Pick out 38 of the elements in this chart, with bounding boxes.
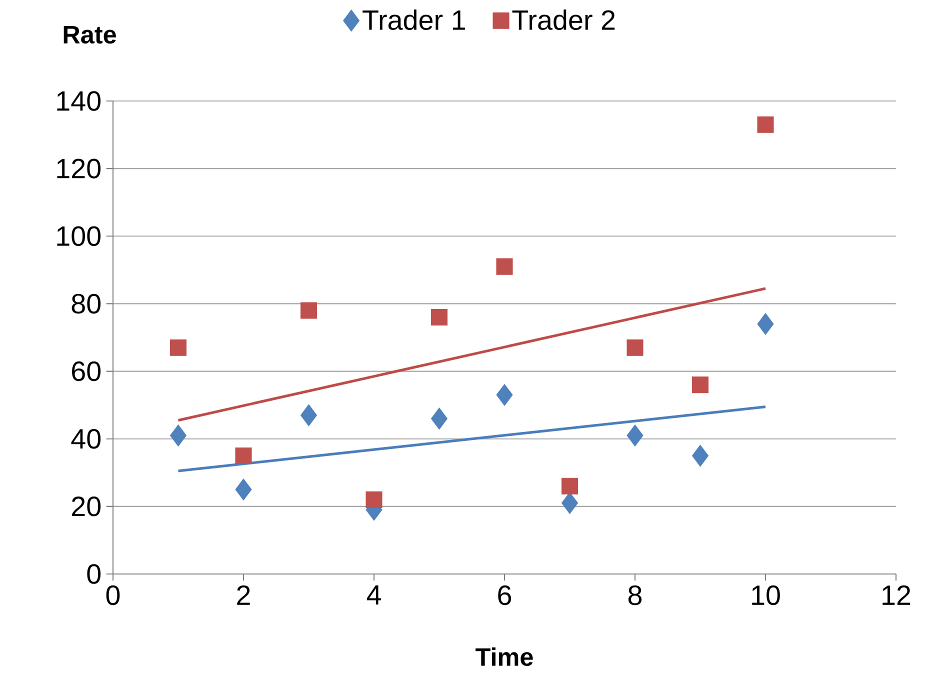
point <box>626 339 644 356</box>
x-tick-label: 8 <box>628 585 642 606</box>
point <box>430 308 448 326</box>
point <box>757 313 774 335</box>
point <box>626 424 644 446</box>
x-tick-label: 10 <box>752 585 780 606</box>
y-tick-label: 120 <box>57 158 101 178</box>
point <box>170 339 187 356</box>
point <box>561 492 578 514</box>
point <box>170 424 187 446</box>
point <box>366 491 382 508</box>
point <box>757 116 774 133</box>
point <box>561 478 578 494</box>
y-axis-title: Rate <box>64 26 116 44</box>
x-tick-label: 4 <box>366 585 381 605</box>
y-tick-label: 80 <box>72 294 101 314</box>
point <box>692 376 709 394</box>
point <box>300 302 318 319</box>
x-tick-label: 0 <box>106 585 120 606</box>
point <box>430 408 448 430</box>
legend-label: Trader 2 <box>512 9 615 30</box>
point <box>692 444 709 467</box>
y-tick-label: 20 <box>72 496 101 516</box>
y-tick-label: 40 <box>71 428 101 449</box>
x-axis-title: Time <box>476 647 533 666</box>
legend-label: Trader 1 <box>362 9 465 30</box>
x-tick-label: 2 <box>237 585 250 605</box>
point <box>235 478 252 500</box>
point <box>496 258 513 275</box>
point <box>496 384 513 406</box>
y-tick-label: 100 <box>57 226 101 246</box>
point <box>300 404 318 426</box>
y-tick-label: 60 <box>72 361 101 382</box>
x-tick-label: 12 <box>882 585 910 605</box>
point <box>235 447 252 464</box>
y-tick-label: 140 <box>57 91 101 111</box>
x-tick-label: 6 <box>498 585 512 606</box>
y-tick-label: 0 <box>87 564 101 584</box>
